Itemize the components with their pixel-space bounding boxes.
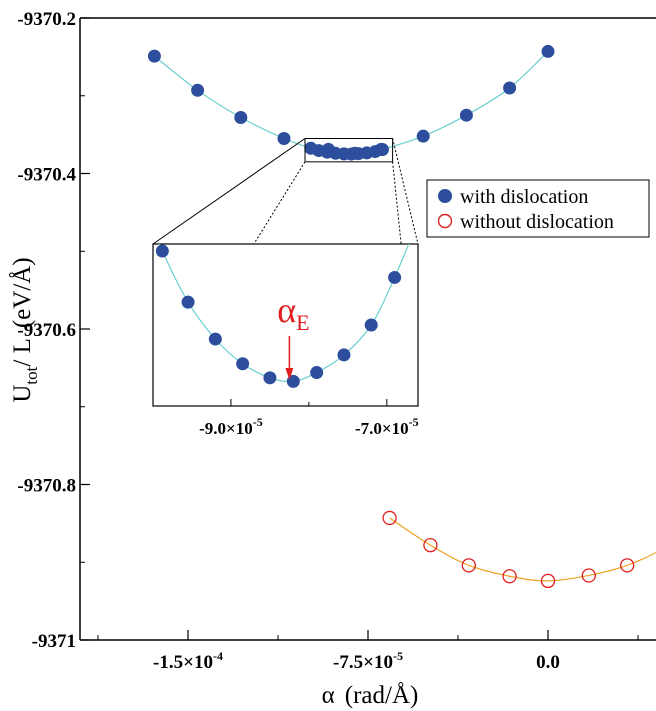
y-tick-label: -9370.6 [17,320,76,341]
legend-marker-with-dislocation [438,189,452,203]
data-point-without-dislocation [382,510,397,526]
data-point-with-dislocation [277,132,291,146]
inset-x-tick-label: -9.0×10-5 [199,415,263,438]
legend-label-with-dislocation: with dislocation [460,186,588,208]
data-point-without-dislocation [423,537,438,553]
data-point-with-dislocation [191,83,205,97]
data-point-with-dislocation [541,44,555,58]
legend-label-without-dislocation: without dislocation [460,211,614,233]
y-tick-label: -9370.8 [17,476,76,497]
x-axis-title: α (rad/Å) [322,682,419,709]
inset-series-layer [155,244,410,388]
data-point-with-dislocation [503,81,517,95]
alpha-e-annotation: αE [277,290,309,335]
inset-data-point [208,332,222,346]
inset-data-point [310,366,324,380]
inset-x-tick-label: -7.0×10-5 [355,415,419,438]
zoom-box [304,138,394,163]
data-point-without-dislocation [620,558,635,573]
data-point-without-dislocation [540,573,556,589]
inset-data-point [337,348,351,362]
data-point-with-dislocation [147,49,161,63]
data-point-without-dislocation [581,568,596,583]
y-axis-title: Utot/ L(eV/Å) [9,257,41,402]
legend: with dislocation without dislocation [426,179,650,238]
x-tick-label: -1.5×10-4 [153,649,223,673]
data-point-without-dislocation [502,569,517,584]
inset-data-point [364,318,378,332]
inset-data-point [181,295,195,309]
main-series-layer [147,44,656,589]
data-point-with-dislocation [416,129,430,143]
inset-data-point [286,374,300,388]
inset-data-point [236,357,250,371]
data-point-with-dislocation [459,108,473,122]
alpha-e-arrowhead [285,368,294,380]
inset-data-point [263,371,277,385]
y-tick-label: -9370.2 [17,9,76,30]
inset-x-axis-ticks: -9.0×10-5 -7.0×10-5 [199,399,419,438]
y-tick-label: -9371 [32,631,76,652]
x-tick-label: 0.0 [536,652,560,673]
inset-data-point [155,244,169,258]
data-point-with-dislocation [234,111,248,125]
legend-marker-without-dislocation [437,213,453,229]
y-tick-label: -9370.4 [17,165,76,186]
data-point-without-dislocation [461,558,476,573]
x-tick-label: -7.5×10-5 [333,649,403,673]
data-point-with-dislocation [375,142,389,156]
legend-box [426,179,650,238]
x-axis-ticks: -1.5×10-4 -7.5×10-5 0.0 [97,630,639,673]
y-axis-ticks: -9370.2 -9370.4 -9370.6 -9370.8 -9371 [17,9,90,652]
inset-data-point [388,270,402,284]
zoom-connector-solid [152,138,306,245]
series-line [389,517,656,582]
